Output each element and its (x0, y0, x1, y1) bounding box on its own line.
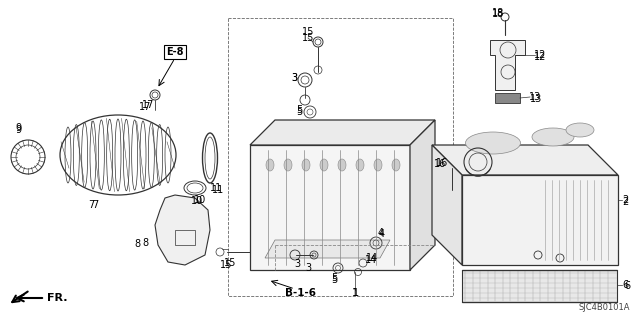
Text: 2: 2 (622, 197, 628, 207)
Text: 13: 13 (530, 94, 542, 104)
Text: 14: 14 (365, 255, 377, 265)
Polygon shape (462, 175, 618, 265)
Ellipse shape (338, 159, 346, 171)
Text: 18: 18 (492, 8, 504, 18)
Polygon shape (490, 40, 525, 90)
Text: 3: 3 (294, 259, 300, 269)
Polygon shape (155, 195, 210, 265)
Text: B-1-6: B-1-6 (285, 288, 316, 298)
Text: 18: 18 (492, 9, 504, 19)
Text: 5: 5 (331, 275, 337, 285)
Polygon shape (250, 145, 410, 270)
Text: 6: 6 (622, 280, 628, 290)
Text: 8: 8 (134, 239, 140, 249)
Bar (175, 230, 195, 245)
Text: 1: 1 (353, 288, 359, 298)
Text: 15: 15 (224, 258, 236, 268)
Text: 5: 5 (296, 107, 302, 117)
Ellipse shape (320, 159, 328, 171)
Text: 2: 2 (622, 195, 628, 205)
Ellipse shape (266, 159, 274, 171)
Text: 7: 7 (92, 200, 98, 210)
Bar (495, 93, 520, 103)
Text: 5: 5 (296, 105, 302, 115)
Polygon shape (432, 145, 618, 175)
Text: 6: 6 (624, 281, 630, 291)
Text: 8: 8 (142, 238, 148, 248)
Text: 4: 4 (378, 228, 384, 238)
Text: 11: 11 (210, 183, 222, 193)
Ellipse shape (302, 159, 310, 171)
Text: 15: 15 (302, 33, 314, 43)
Text: 12: 12 (534, 50, 546, 60)
Ellipse shape (374, 159, 382, 171)
Text: 12: 12 (534, 52, 546, 62)
Text: 13: 13 (529, 92, 541, 102)
Ellipse shape (566, 123, 594, 137)
Text: SJC4B0101A: SJC4B0101A (579, 303, 630, 312)
Ellipse shape (532, 128, 574, 146)
Text: FR.: FR. (47, 293, 67, 303)
Text: 3: 3 (291, 73, 297, 83)
Ellipse shape (392, 159, 400, 171)
Text: 11: 11 (212, 185, 224, 195)
Text: 15: 15 (220, 260, 232, 270)
Text: 3: 3 (305, 263, 311, 273)
Ellipse shape (284, 159, 292, 171)
Polygon shape (250, 120, 435, 145)
Text: 9: 9 (15, 125, 21, 135)
Text: E-8: E-8 (166, 47, 184, 57)
Text: 14: 14 (366, 253, 378, 263)
Polygon shape (265, 240, 390, 258)
Text: 7: 7 (88, 200, 94, 210)
Text: 10: 10 (191, 196, 203, 206)
Text: 10: 10 (194, 195, 206, 205)
Text: 1: 1 (352, 288, 358, 298)
Ellipse shape (465, 132, 520, 154)
Ellipse shape (356, 159, 364, 171)
Text: 17: 17 (139, 102, 151, 112)
Text: 5: 5 (331, 273, 337, 283)
Polygon shape (410, 120, 435, 270)
Text: 16: 16 (434, 159, 446, 169)
Text: 17: 17 (142, 100, 154, 110)
Bar (462, 270, 617, 302)
Text: 3: 3 (291, 73, 297, 83)
Polygon shape (432, 145, 462, 265)
Text: 9: 9 (15, 123, 21, 133)
Text: 4: 4 (379, 229, 385, 239)
Text: 15: 15 (302, 27, 314, 37)
Text: 16: 16 (436, 158, 448, 168)
Bar (228, 18, 453, 296)
